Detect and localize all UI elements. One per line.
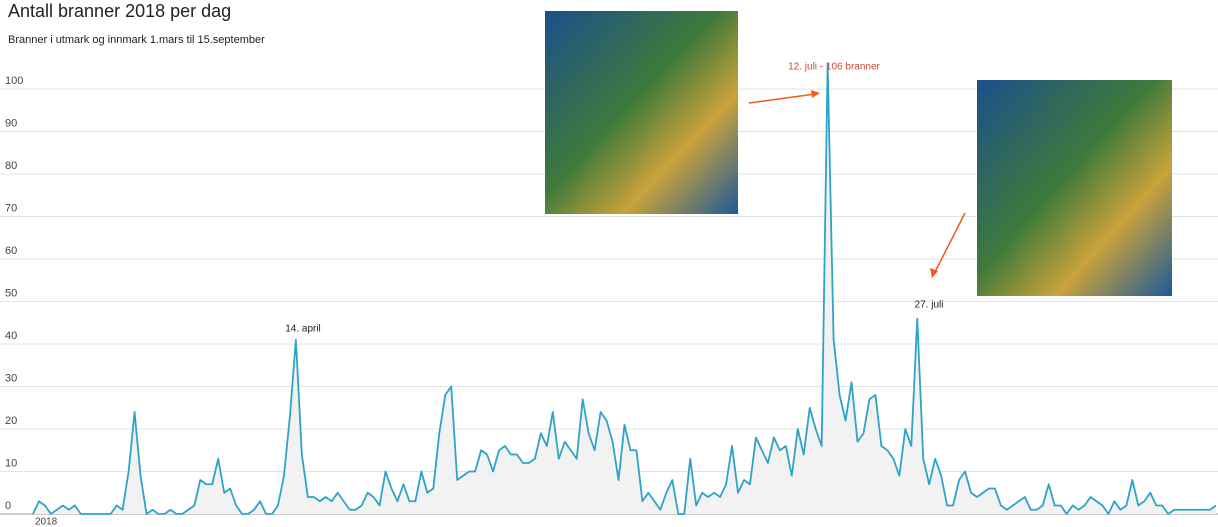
chart: Antall branner 2018 per dag Branner i ut…	[0, 0, 1218, 527]
arrow	[749, 94, 815, 103]
arrow	[935, 213, 965, 272]
y-tick-label: 100	[5, 75, 23, 87]
annotation: 14. april	[285, 324, 321, 335]
arrow-head	[811, 90, 820, 98]
y-tick-label: 60	[5, 245, 17, 257]
y-tick-label: 10	[5, 457, 17, 469]
map-image	[545, 11, 738, 214]
y-tick-label: 30	[5, 372, 17, 384]
annotation: 12. juli - 106 branner	[788, 62, 880, 73]
page: {"chart_data": {"type": "line", "title":…	[0, 0, 1218, 527]
y-tick-label: 0	[5, 500, 11, 512]
y-tick-label: 90	[5, 117, 17, 129]
y-tick-label: 50	[5, 287, 17, 299]
chart-subtitle: Branner i utmark og innmark 1.mars til 1…	[8, 34, 265, 46]
y-tick-label: 80	[5, 160, 17, 172]
y-tick-label: 70	[5, 202, 17, 214]
y-tick-label: 40	[5, 330, 17, 342]
x-axis-label: 2018	[35, 517, 58, 527]
map-image	[977, 80, 1172, 296]
annotation: 27. juli	[915, 300, 944, 311]
chart-title: Antall branner 2018 per dag	[8, 1, 231, 21]
y-tick-label: 20	[5, 415, 17, 427]
